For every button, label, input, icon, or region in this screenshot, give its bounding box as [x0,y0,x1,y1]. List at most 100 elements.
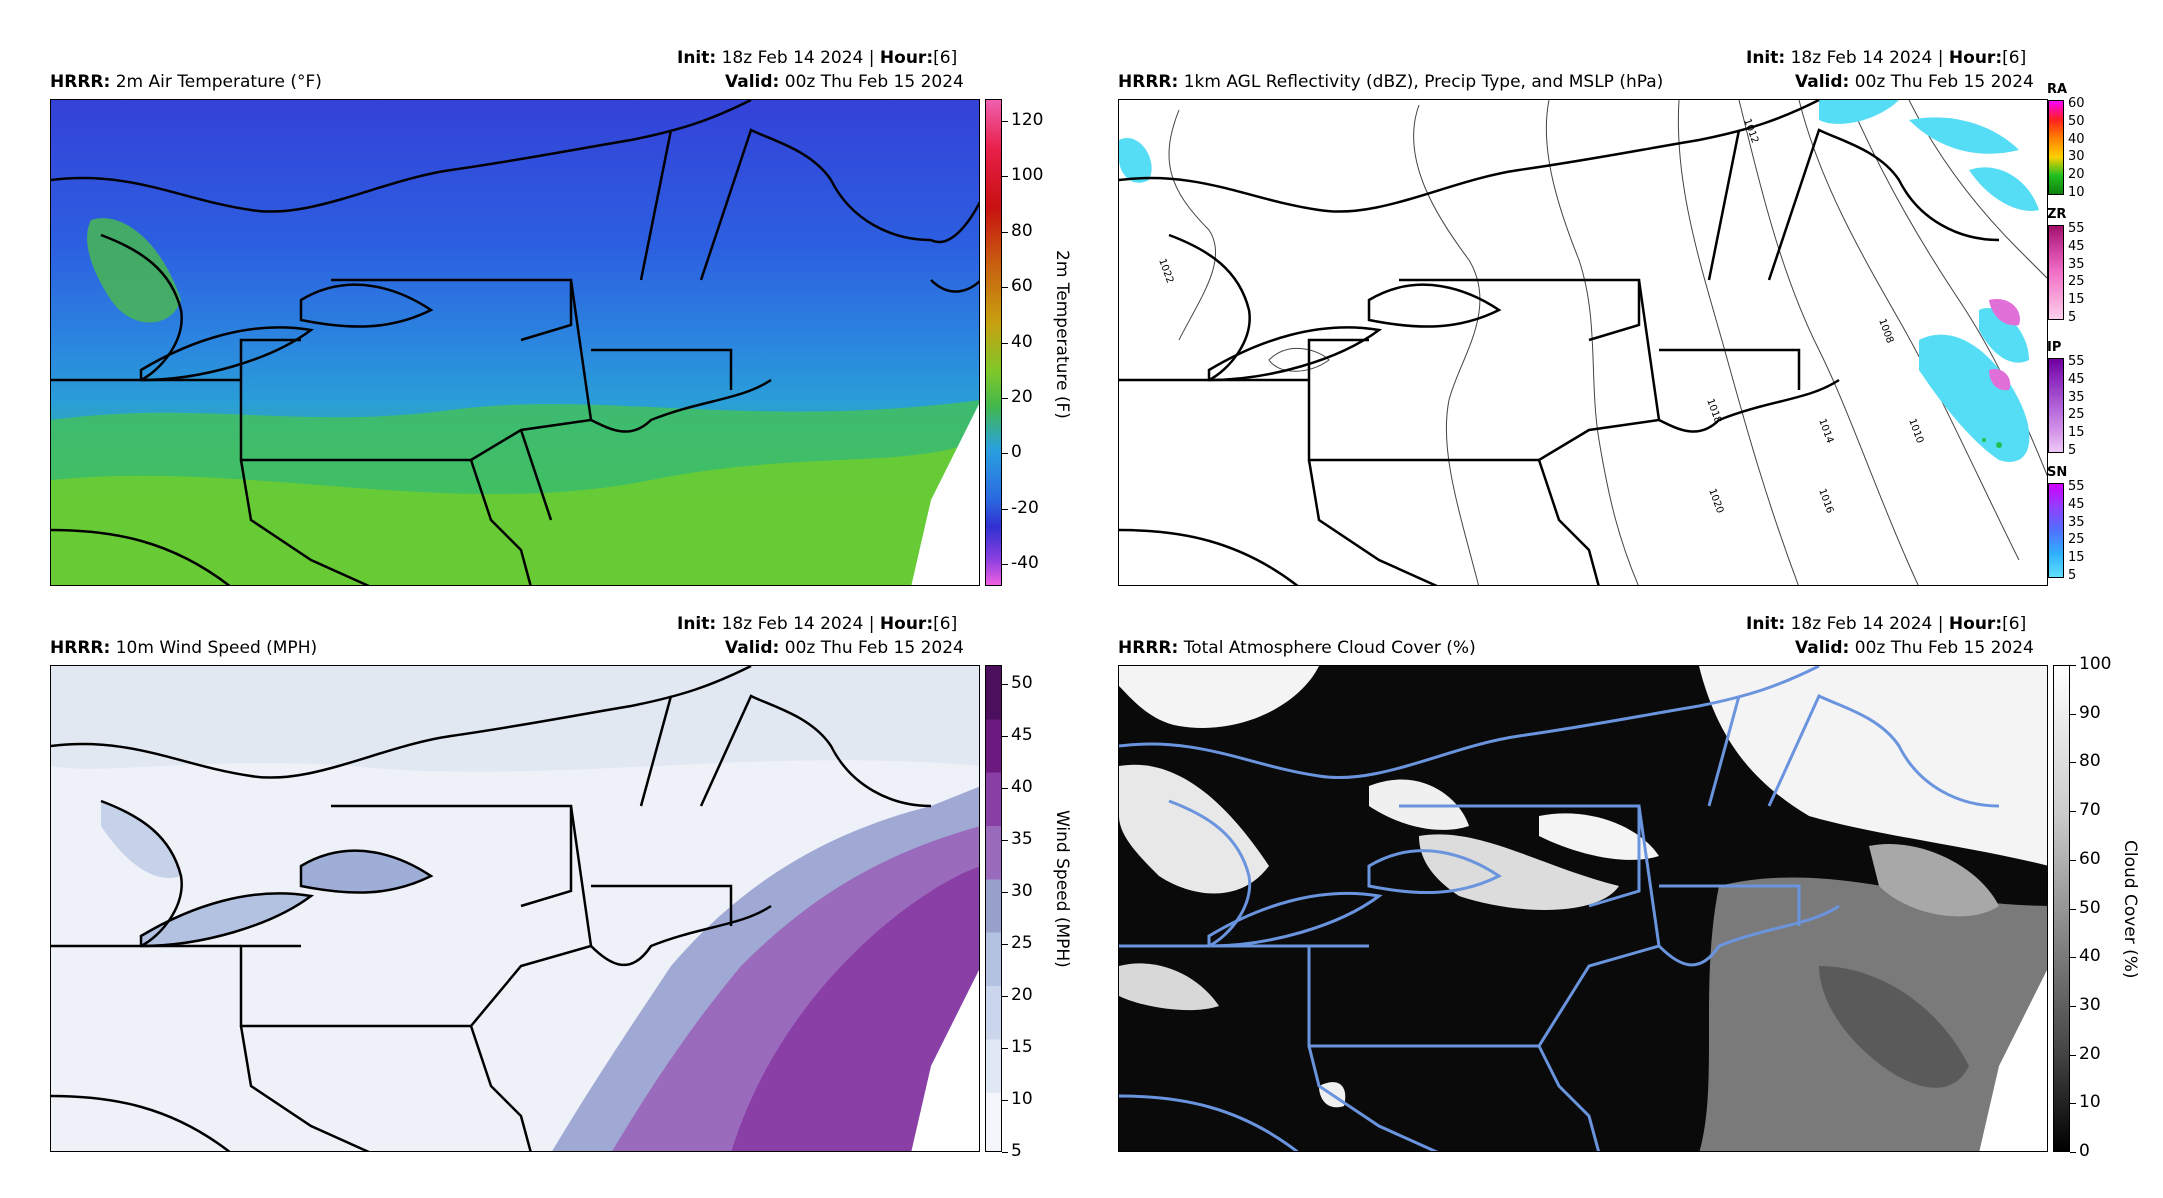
colorbar-tick-label: 45 [1011,725,1033,746]
colorbar-tick-label: 40 [1011,777,1033,798]
reflectivity-map: 101210221018101410201016100810041010 [1118,99,2048,586]
colorbar-tick-label: 60 [2079,848,2101,869]
colorbar-label: Wind Speed (MPH) [1052,810,1072,968]
colorbar-tick-mark [1002,397,1008,399]
colorbar-tick-mark [2070,859,2076,861]
valid-line: Valid: 00z Thu Feb 15 2024 [725,72,964,92]
colorbar-tick-mark [1002,840,1008,842]
precip-tick-label: 30 [2068,149,2085,165]
precip-tick-label: 5 [2068,443,2077,458]
precip-tick-label: 15 [2068,292,2085,308]
panel-title: HRRR: 1km AGL Reflectivity (dBZ), Precip… [1118,72,1664,92]
colorbar-tick-mark [1002,996,1008,998]
colorbar-tick-mark [2070,1152,2076,1153]
colorbar-tick-mark [1002,287,1008,289]
colorbar-tick-label: 50 [2079,897,2101,918]
colorbar-tick-mark [1002,1152,1008,1153]
precip-tick-label: 50 [2068,113,2085,129]
precip-tick-label: 35 [2068,256,2085,272]
colorbar-tick-mark [2070,811,2076,813]
colorbar-tick-mark [1002,231,1008,233]
colorbar-tick-mark [1002,453,1008,455]
colorbar-tick-mark [1002,176,1008,178]
precip-tick-label: 45 [2068,238,2085,254]
colorbar-tick-label: 30 [2079,994,2101,1015]
temperature-colorbar [985,99,1002,586]
precip-tick-label: 25 [2068,532,2085,548]
colorbar-tick-label: 15 [1011,1037,1033,1058]
colorbar-tick-mark [2070,713,2076,715]
colorbar-tick-mark [2070,665,2076,666]
colorbar-tick-label: 20 [2079,1043,2101,1064]
colorbar-label: Cloud Cover (%) [2120,840,2140,979]
precip-tick-label: 5 [2068,310,2077,325]
precip-tick-label: 25 [2068,407,2085,423]
precip-tick-label: 20 [2068,167,2085,183]
precip-tick-label: 55 [2068,221,2085,236]
colorbar-tick-mark [1002,892,1008,894]
colorbar-label: 2m Temperature (F) [1052,250,1072,419]
precip-tick-label: 5 [2068,568,2077,583]
precip-tick-label: 40 [2068,131,2085,147]
precip-tick-label: 25 [2068,274,2085,290]
colorbar-tick-label: 30 [1011,881,1033,902]
colorbar-tick-mark [2070,957,2076,959]
precip-tick-label: 35 [2068,389,2085,405]
colorbar-tick-mark [2070,762,2076,764]
init-line: Init: 18z Feb 14 2024 | Hour:[6] [1746,48,2027,68]
panel-title: HRRR: 10m Wind Speed (MPH) [50,638,318,658]
valid-line: Valid: 00z Thu Feb 15 2024 [1795,638,2034,658]
panel-title: HRRR: 2m Air Temperature (°F) [50,72,322,92]
colorbar-tick-label: 20 [1011,386,1033,407]
precip-type-label: RA [2047,82,2068,97]
colorbar-tick-label: 10 [2079,1092,2101,1113]
colorbar-tick-mark [2070,908,2076,910]
precip-tick-label: 35 [2068,514,2085,530]
precip-tick-label: 60 [2068,96,2085,111]
precip-type-colorbar [2048,225,2064,320]
colorbar-tick-label: 90 [2079,702,2101,723]
precip-type-colorbar [2048,483,2064,578]
colorbar-tick-mark [1002,508,1008,510]
colorbar-tick-mark [1002,120,1008,122]
wind-colorbar [985,665,1002,1152]
precip-type-colorbar [2048,358,2064,453]
colorbar-tick-label: 5 [1011,1141,1022,1161]
temperature-map [50,99,980,586]
precip-tick-label: 15 [2068,550,2085,566]
colorbar-tick-label: -40 [1011,553,1039,574]
init-line: Init: 18z Feb 14 2024 | Hour:[6] [677,48,958,68]
colorbar-tick-mark [1002,342,1008,344]
colorbar-tick-label: 0 [1011,442,1022,463]
precip-tick-label: 45 [2068,496,2085,512]
colorbar-tick-label: 80 [2079,751,2101,772]
precip-tick-label: 45 [2068,371,2085,387]
precip-tick-label: 55 [2068,479,2085,494]
colorbar-tick-label: 100 [2079,654,2112,674]
precip-type-colorbar [2048,100,2064,195]
colorbar-tick-mark [1002,1100,1008,1102]
precip-type-label: IP [2047,340,2062,355]
init-line: Init: 18z Feb 14 2024 | Hour:[6] [677,614,958,634]
colorbar-tick-label: 40 [2079,946,2101,967]
precip-tick-label: 55 [2068,354,2085,369]
init-line: Init: 18z Feb 14 2024 | Hour:[6] [1746,614,2027,634]
colorbar-tick-label: 35 [1011,829,1033,850]
colorbar-tick-mark [1002,564,1008,566]
valid-line: Valid: 00z Thu Feb 15 2024 [1795,72,2034,92]
colorbar-tick-label: 20 [1011,985,1033,1006]
colorbar-tick-label: 100 [1011,165,1044,186]
colorbar-tick-mark [1002,1048,1008,1050]
colorbar-tick-mark [1002,684,1008,686]
colorbar-tick-label: 25 [1011,933,1033,954]
wind-map [50,665,980,1152]
precip-tick-label: 10 [2068,185,2085,200]
colorbar-tick-mark [1002,736,1008,738]
colorbar-tick-label: 80 [1011,220,1033,241]
colorbar-tick-mark [2070,1103,2076,1105]
precip-tick-label: 15 [2068,425,2085,441]
precip-type-label: ZR [2047,207,2067,222]
colorbar-tick-mark [1002,944,1008,946]
colorbar-tick-label: -20 [1011,497,1039,518]
colorbar-tick-mark [2070,1005,2076,1007]
